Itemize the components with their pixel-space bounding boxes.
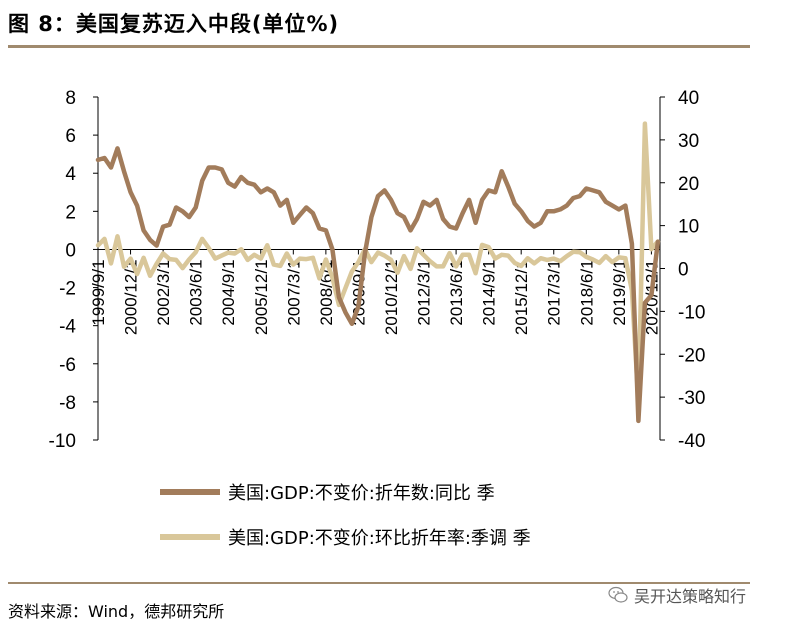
series-line-qoq xyxy=(95,121,661,405)
x-tick-label: 1999/9/1 xyxy=(89,259,108,325)
legend-label-yoy: 美国:GDP:不变价:折年数:同比 季 xyxy=(228,483,495,504)
chart-axes: -10-8-6-4-202468-40-30-20-10010203040199… xyxy=(49,88,706,452)
figure-title: 图 8：美国复苏迈入中段(单位%) xyxy=(8,12,340,36)
watermark-text: 吴开达策略知行 xyxy=(634,587,747,606)
left-tick-label: -2 xyxy=(59,279,76,300)
right-tick-label: -30 xyxy=(678,388,705,409)
left-tick-label: 2 xyxy=(65,202,76,223)
x-tick-label: 2002/3/1 xyxy=(154,259,173,325)
left-tick-label: 8 xyxy=(65,88,76,109)
left-tick-label: 0 xyxy=(65,240,76,261)
x-tick-label: 2015/12/1 xyxy=(512,259,531,335)
right-tick-label: -40 xyxy=(678,431,705,452)
right-tick-label: -20 xyxy=(678,345,705,366)
bottom-divider xyxy=(8,582,750,584)
left-tick-label: 4 xyxy=(65,164,76,185)
x-tick-label: 2000/12/1 xyxy=(122,259,141,335)
source-note: 资料来源：Wind，德邦研究所 xyxy=(8,602,225,621)
gdp-chart: -10-8-6-4-202468-40-30-20-10010203040199… xyxy=(49,88,706,549)
x-tick-label: 2003/6/1 xyxy=(187,259,206,325)
chart-series xyxy=(95,121,661,424)
right-tick-label: 40 xyxy=(678,88,699,109)
left-tick-label: -4 xyxy=(59,317,76,338)
left-tick-label: -8 xyxy=(59,393,76,414)
x-tick-label: 2017/3/1 xyxy=(545,259,564,325)
x-tick-label: 2019/9/1 xyxy=(610,259,629,325)
right-tick-label: 10 xyxy=(678,217,699,238)
x-tick-label: 2018/6/1 xyxy=(577,259,596,325)
chart-legend: 美国:GDP:不变价:折年数:同比 季 美国:GDP:不变价:环比折年率:季调 … xyxy=(160,483,531,549)
top-divider xyxy=(8,45,750,48)
left-tick-label: -10 xyxy=(49,431,76,452)
x-tick-label: 2014/9/1 xyxy=(480,259,499,325)
x-tick-label: 2013/6/1 xyxy=(447,259,466,325)
right-tick-label: -10 xyxy=(678,302,705,323)
series-line-yoy xyxy=(95,146,661,424)
x-tick-label: 2010/12/1 xyxy=(382,259,401,335)
x-tick-label: 2012/3/1 xyxy=(415,259,434,325)
x-tick-label: 2005/12/1 xyxy=(252,259,271,335)
right-tick-label: 30 xyxy=(678,131,699,152)
wechat-icon xyxy=(608,586,628,603)
x-tick-label: 2004/9/1 xyxy=(219,259,238,325)
x-tick-label: 2007/3/1 xyxy=(284,259,303,325)
right-tick-label: 20 xyxy=(678,174,699,195)
right-tick-label: 0 xyxy=(678,260,689,281)
legend-label-qoq: 美国:GDP:不变价:环比折年率:季调 季 xyxy=(228,528,531,549)
left-tick-label: -6 xyxy=(59,355,76,376)
left-tick-label: 6 xyxy=(65,126,76,147)
